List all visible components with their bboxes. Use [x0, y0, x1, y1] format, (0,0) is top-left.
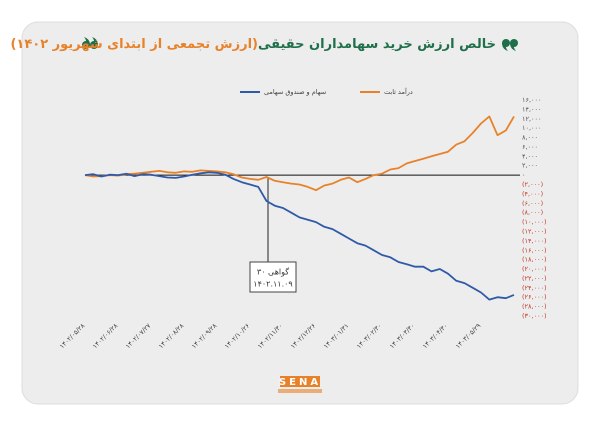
y-tick-label: ۰: [522, 171, 526, 179]
y-tick-label: (۲۰,۰۰۰): [522, 265, 547, 273]
y-tick-label: (۱۲,۰۰۰): [522, 227, 547, 235]
subtitle: (ارزش تجمعی از ابتدای شهریور ۱۴۰۲): [10, 37, 258, 52]
y-tick-label: (۱۶,۰۰۰): [522, 246, 547, 254]
y-tick-label: (۸,۰۰۰): [522, 209, 543, 217]
y-tick-label: (۲۶,۰۰۰): [522, 293, 547, 301]
legend-label: درآمد ثابت: [384, 87, 413, 96]
y-tick-label: (۲,۰۰۰): [522, 181, 543, 189]
y-tick-label: (۳۰,۰۰۰): [522, 312, 547, 320]
chart-title: خالص ارزش خرید سهامداران حقیقی(ارزش تجمع…: [10, 37, 496, 52]
y-tick-label: ۸,۰۰۰: [522, 134, 538, 142]
annotation-box: [249, 261, 297, 293]
series-line: [84, 171, 515, 301]
y-tick-label: ۲,۰۰۰: [522, 162, 538, 170]
logo: SENA: [278, 376, 322, 393]
panel: [21, 21, 579, 405]
annotation-text: گواهی ۳۰: [257, 267, 289, 277]
title: خالص ارزش خرید سهامداران حقیقی: [258, 37, 496, 52]
y-tick-label: (۱۴,۰۰۰): [522, 237, 547, 245]
y-tick-label: ۱۰,۰۰۰: [522, 124, 542, 132]
y-tick-label: (۲۲,۰۰۰): [522, 274, 547, 282]
series-line: [84, 115, 515, 192]
y-tick-label: (۱۰,۰۰۰): [522, 218, 547, 226]
logo-box: [280, 376, 320, 387]
y-tick-label: ۴,۰۰۰: [522, 152, 538, 160]
quote-icons: [82, 37, 518, 51]
y-tick-label: ۱۲,۰۰۰: [522, 115, 542, 123]
y-tick-label: ۶,۰۰۰: [522, 143, 538, 151]
y-tick-label: (۲۸,۰۰۰): [522, 303, 547, 311]
logo-text: SENA: [279, 377, 321, 388]
annotation-text: ۱۴۰۲.۱۱.۰۹: [253, 280, 292, 289]
y-tick-label: ۱۶,۰۰۰: [522, 96, 542, 104]
y-tick-label: (۱۸,۰۰۰): [522, 256, 547, 264]
y-tick-label: (۴,۰۰۰): [522, 190, 543, 198]
legend-label: سهام و صندوق سهامی: [264, 88, 326, 96]
y-tick-label: ۱۴,۰۰۰: [522, 105, 542, 113]
y-tick-label: (۶,۰۰۰): [522, 199, 543, 207]
y-tick-label: (۲۴,۰۰۰): [522, 284, 547, 292]
